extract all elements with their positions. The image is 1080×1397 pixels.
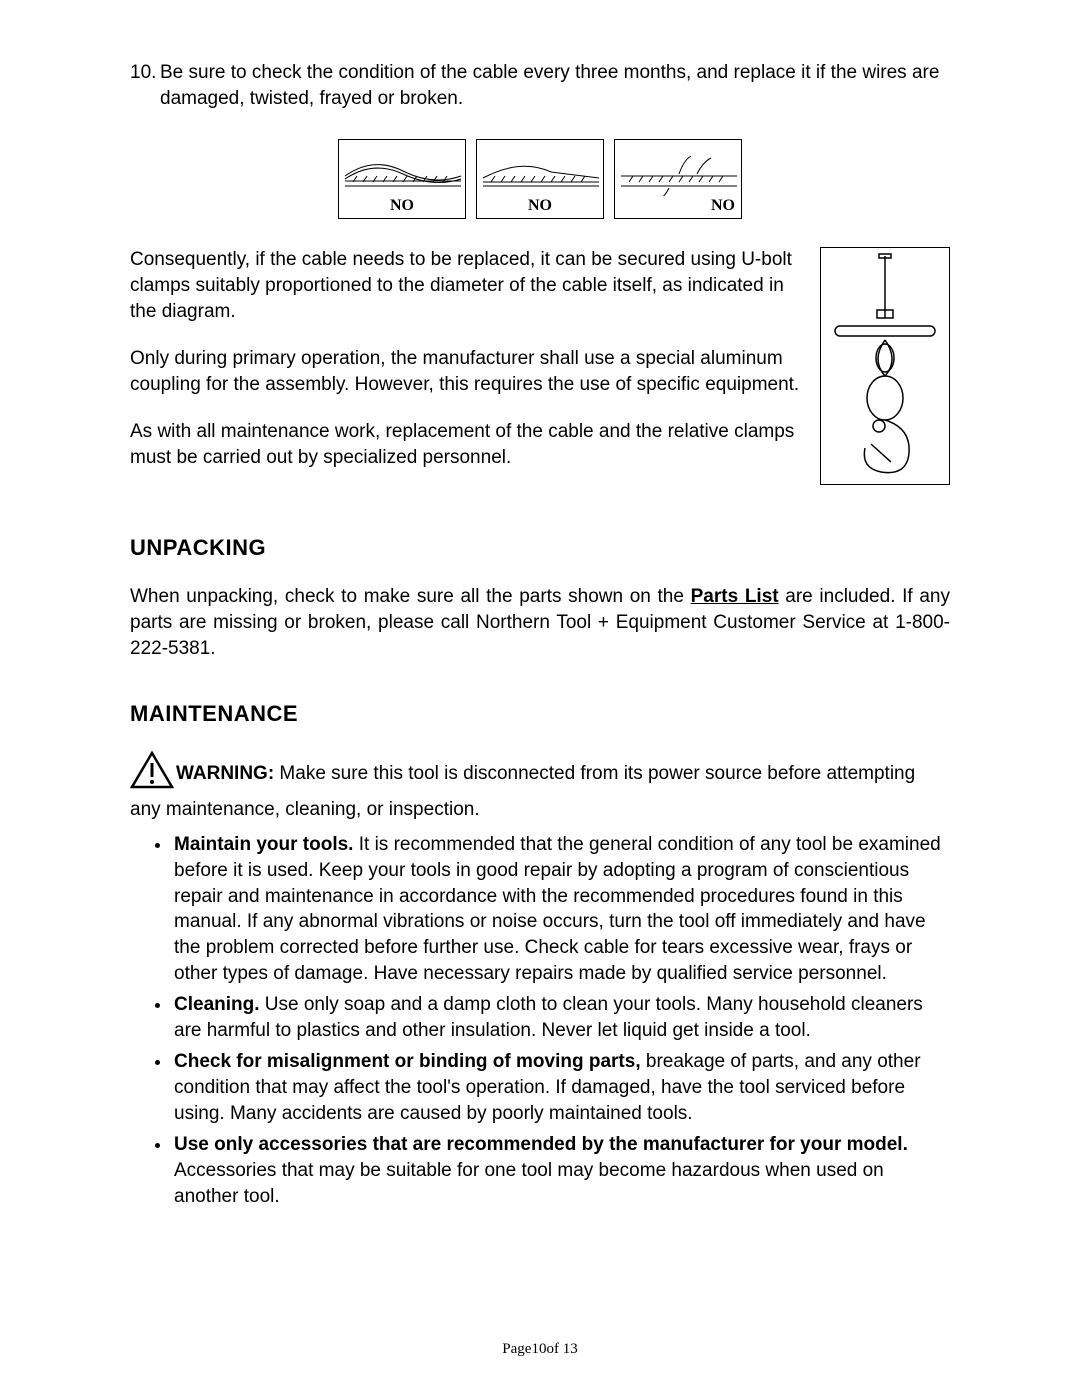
cable-figure-frayed: NO	[476, 139, 604, 219]
cable-twisted-icon	[343, 146, 463, 196]
ubolt-hook-figure	[820, 247, 950, 485]
list-item-10: 10. Be sure to check the condition of th…	[130, 60, 950, 111]
maintenance-item-misalignment: Check for misalignment or binding of mov…	[172, 1049, 950, 1126]
cable-label-no: NO	[390, 195, 414, 217]
cable-replacement-section: Consequently, if the cable needs to be r…	[130, 247, 950, 492]
cable-figure-broken: NO	[614, 139, 742, 219]
maintenance-item-cleaning: Cleaning. Use only soap and a damp cloth…	[172, 992, 950, 1043]
footer-page-label: Page	[502, 1341, 531, 1357]
paragraph-only-during: Only during primary operation, the manuf…	[130, 346, 800, 397]
heading-maintenance: MAINTENANCE	[130, 699, 950, 729]
paragraph-consequently: Consequently, if the cable needs to be r…	[130, 247, 800, 324]
paragraph-aswith: As with all maintenance work, replacemen…	[130, 419, 800, 470]
maintenance-item-maintain: Maintain your tools. It is recommended t…	[172, 832, 950, 986]
bullet-text: Use only soap and a damp cloth to clean …	[174, 994, 923, 1041]
bullet-bold: Check for misalignment or binding of mov…	[174, 1051, 641, 1072]
cable-label-no: NO	[528, 195, 552, 217]
bullet-text: Accessories that may be suitable for one…	[174, 1160, 884, 1207]
cable-replacement-text: Consequently, if the cable needs to be r…	[130, 247, 800, 492]
item-text: Be sure to check the condition of the ca…	[160, 60, 950, 111]
bullet-bold: Maintain your tools.	[174, 834, 353, 855]
unpacking-text-pre: When unpacking, check to make sure all t…	[130, 586, 691, 607]
parts-list-label: Parts List	[691, 586, 779, 607]
page-footer: Page10of 13	[502, 1339, 577, 1359]
ubolt-hook-icon	[821, 248, 949, 484]
bullet-bold: Use only accessories that are recommende…	[174, 1134, 908, 1155]
cable-label-no: NO	[711, 195, 735, 217]
warning-paragraph: WARNING: Make sure this tool is disconne…	[130, 751, 950, 822]
warning-label: WARNING:	[176, 763, 274, 784]
heading-unpacking: UNPACKING	[130, 533, 950, 563]
cable-broken-icon	[619, 146, 739, 196]
footer-page-number: 10	[531, 1341, 546, 1357]
maintenance-item-accessories: Use only accessories that are recommende…	[172, 1132, 950, 1209]
bullet-text: It is recommended that the general condi…	[174, 834, 941, 983]
warning-triangle-icon	[130, 751, 174, 797]
cable-condition-figures: NO NO NO	[130, 139, 950, 219]
footer-page-total: of 13	[546, 1341, 577, 1357]
cable-figure-twisted: NO	[338, 139, 466, 219]
item-number: 10.	[130, 60, 160, 111]
unpacking-paragraph: When unpacking, check to make sure all t…	[130, 584, 950, 661]
cable-frayed-icon	[481, 146, 601, 196]
maintenance-list: Maintain your tools. It is recommended t…	[172, 832, 950, 1209]
bullet-bold: Cleaning.	[174, 994, 260, 1015]
